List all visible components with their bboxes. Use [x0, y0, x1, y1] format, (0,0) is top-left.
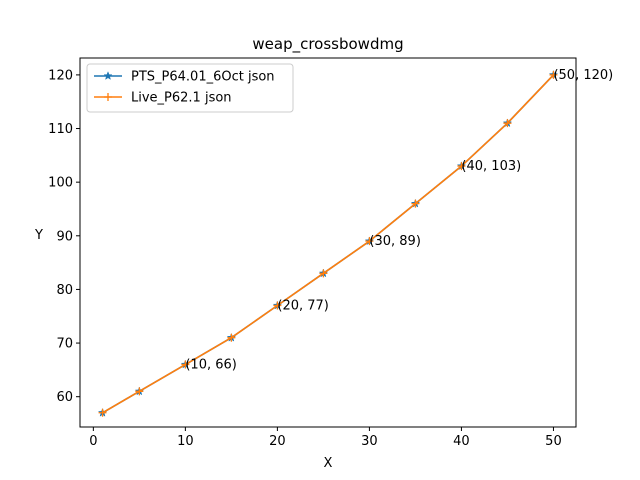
data-point — [135, 387, 144, 396]
x-tick-label: 30 — [361, 434, 378, 449]
x-tick-label: 20 — [269, 434, 286, 449]
x-tick-label: 50 — [545, 434, 562, 449]
data-point — [98, 408, 107, 417]
data-point — [411, 199, 420, 208]
legend-entry: PTS_P64.01_6Oct json — [94, 70, 275, 85]
series-2 — [98, 70, 558, 417]
series-layer — [97, 69, 559, 417]
data-point — [319, 269, 328, 278]
data-point — [365, 237, 374, 246]
series-line — [102, 74, 555, 414]
legend-marker — [103, 71, 113, 80]
data-point — [181, 360, 190, 369]
y-tick-label: 70 — [56, 337, 73, 352]
y-axis: 60 70 80 90 100 110 120 — [48, 68, 80, 405]
x-tick-label: 40 — [453, 434, 470, 449]
series-line — [102, 74, 555, 414]
y-tick-label: 60 — [56, 390, 73, 405]
legend: PTS_P64.01_6Oct json Live_P62.1 json — [86, 63, 294, 113]
data-point — [457, 162, 466, 171]
x-tick-label: 0 — [89, 434, 97, 449]
x-axis-label: X — [324, 456, 333, 471]
x-axis: 0 10 20 30 40 50 — [89, 427, 562, 449]
data-label: (30, 89) — [369, 234, 421, 249]
series-1 — [97, 69, 559, 417]
x-tick-label: 10 — [177, 434, 194, 449]
legend-entry: Live_P62.1 json — [94, 91, 232, 106]
data-label: (40, 103) — [461, 159, 521, 174]
data-point — [273, 301, 282, 310]
data-point — [227, 333, 236, 342]
data-label: (50, 120) — [553, 68, 613, 83]
legend-box — [86, 63, 294, 113]
data-label: (10, 66) — [185, 358, 237, 373]
y-tick-label: 100 — [48, 176, 73, 191]
data-label: (20, 77) — [277, 299, 329, 314]
plot-frame — [79, 57, 577, 428]
annotation-layer: (10, 66) (20, 77) (30, 89) (40, 103) (50, 12… — [185, 68, 613, 373]
data-point — [549, 70, 558, 79]
y-tick-label: 110 — [48, 122, 73, 137]
data-point — [503, 119, 512, 128]
y-tick-label: 90 — [56, 229, 73, 244]
legend-label: Live_P62.1 json — [131, 91, 232, 106]
y-tick-label: 120 — [48, 68, 73, 83]
legend-marker — [104, 93, 112, 101]
y-tick-label: 80 — [56, 283, 73, 298]
legend-label: PTS_P64.01_6Oct json — [131, 70, 275, 85]
y-axis-label: Y — [34, 228, 43, 243]
chart-title: weap_crossbowdmg — [252, 35, 403, 54]
